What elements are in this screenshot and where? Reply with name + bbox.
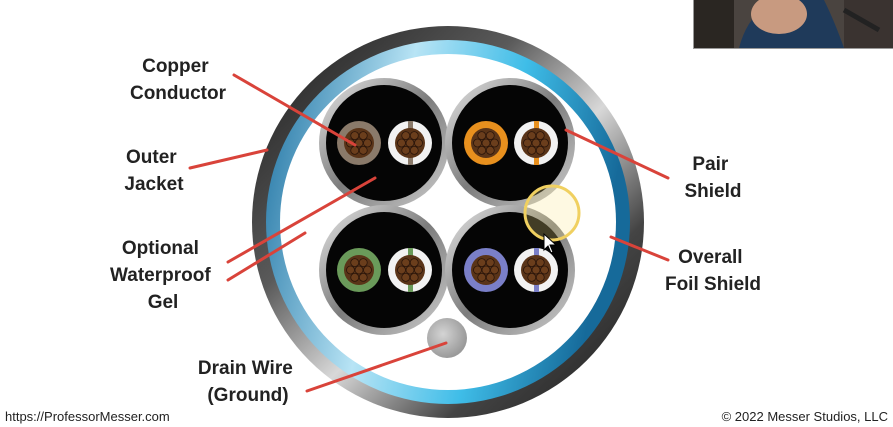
copper-strand — [473, 138, 482, 148]
mouse-cursor-icon — [543, 232, 558, 254]
copper-strand — [477, 258, 487, 268]
copper-strand — [363, 138, 372, 148]
copper-strand — [414, 138, 423, 148]
label-drain-wire: Drain Wire (Ground) — [198, 358, 298, 406]
copper-strand — [531, 265, 541, 275]
callout-line-gel-2 — [226, 231, 307, 282]
drain-wire — [427, 318, 467, 358]
copper-strand — [540, 265, 549, 275]
presenter-video — [694, 0, 893, 48]
copper-strand — [527, 145, 537, 155]
label-pair-shield: Pair Shield — [684, 154, 741, 202]
copper-strand — [540, 138, 549, 148]
footer-url: https://ProfessorMesser.com — [5, 409, 170, 424]
copper-strand — [405, 138, 415, 148]
copper-strand — [527, 131, 537, 141]
callout-line-pair-shield — [564, 128, 670, 180]
copper-strand — [397, 265, 406, 275]
copper-strand — [490, 138, 499, 148]
copper-strand — [485, 131, 495, 141]
copper-strand — [358, 131, 368, 141]
copper-strand — [363, 265, 372, 275]
callout-line-drain — [305, 341, 448, 393]
copper-strand — [409, 258, 419, 268]
copper-strand — [409, 145, 419, 155]
callout-lines — [188, 73, 670, 393]
footer-copyright: © 2022 Messer Studios, LLC — [721, 409, 888, 424]
webcam-overlay — [693, 0, 893, 49]
copper-strand — [527, 258, 537, 268]
copper-strand — [358, 145, 368, 155]
copper-strand — [358, 258, 368, 268]
copper-strand — [473, 265, 482, 275]
copper-strand — [477, 145, 487, 155]
callout-line-foil-shield — [609, 235, 670, 262]
label-overall-foil-shield: Overall Foil Shield — [665, 247, 761, 295]
label-optional-waterproof-gel: Optional Waterproof Gel — [110, 238, 216, 313]
copper-strand — [477, 131, 487, 141]
copper-strands — [346, 131, 549, 282]
copper-strand — [535, 145, 545, 155]
copper-strand — [350, 258, 360, 268]
copper-strand — [523, 265, 532, 275]
copper-strand — [354, 138, 364, 148]
copper-strand — [409, 131, 419, 141]
copper-strand — [401, 258, 411, 268]
copper-strand — [535, 272, 545, 282]
copper-strand — [481, 265, 491, 275]
label-copper-conductor: Copper Conductor — [130, 56, 227, 104]
copper-strand — [535, 131, 545, 141]
copper-strand — [401, 131, 411, 141]
copper-strand — [397, 138, 406, 148]
copper-strand — [531, 138, 541, 148]
copper-strand — [401, 145, 411, 155]
cursor-highlight-ring — [523, 184, 581, 242]
copper-strand — [405, 265, 415, 275]
copper-strand — [401, 272, 411, 282]
copper-strand — [485, 258, 495, 268]
copper-strand — [354, 265, 364, 275]
copper-strand — [414, 265, 423, 275]
copper-strand — [485, 145, 495, 155]
copper-strand — [346, 265, 355, 275]
copper-strand — [535, 258, 545, 268]
copper-strand — [523, 138, 532, 148]
copper-strand — [477, 272, 487, 282]
copper-strand — [527, 272, 537, 282]
copper-strand — [350, 272, 360, 282]
copper-strand — [481, 138, 491, 148]
copper-strand — [358, 272, 368, 282]
twisted-pair-green — [319, 205, 449, 335]
label-outer-jacket: Outer Jacket — [124, 147, 184, 195]
callout-line-outer-jacket — [188, 148, 269, 170]
callout-line-copper — [232, 73, 357, 147]
copper-strand — [485, 272, 495, 282]
copper-strand — [490, 265, 499, 275]
copper-strand — [409, 272, 419, 282]
copper-strand — [350, 131, 360, 141]
copper-strand — [350, 145, 360, 155]
twisted-pair-brown — [319, 78, 449, 208]
callout-line-gel-1 — [226, 176, 377, 264]
